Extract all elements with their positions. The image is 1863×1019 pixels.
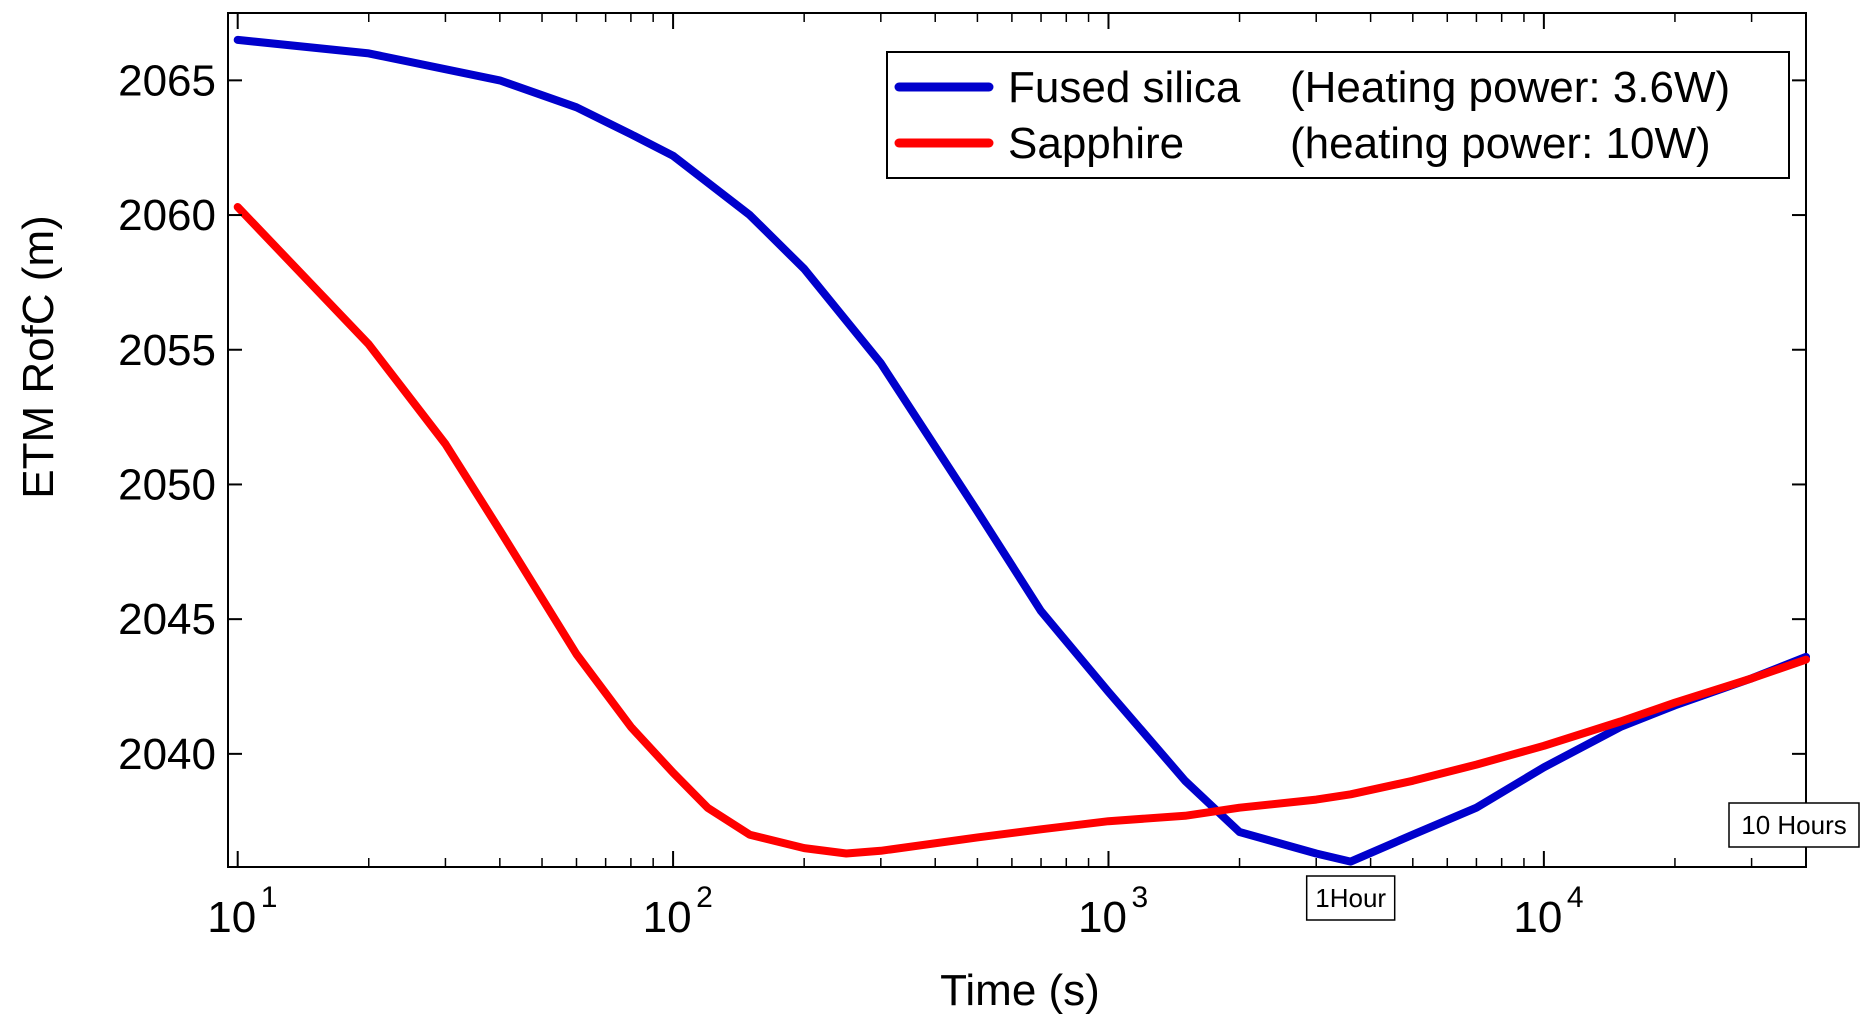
legend-box [886, 51, 1790, 179]
y-tick-label: 2060 [118, 191, 216, 240]
y-tick-label: 2050 [118, 460, 216, 509]
y-tick-label: 2045 [118, 595, 216, 644]
series-layer [233, 35, 1810, 866]
legend-note-sapphire: (heating power: 10W) [1290, 119, 1711, 168]
legend: Fused silica (Heating power: 3.6W) Sapph… [886, 51, 1790, 179]
series-line-fused-silica [233, 35, 1810, 866]
series-line-sapphire [233, 203, 1810, 858]
x-axis: 10 1 10 2 10 3 10 4 [207, 13, 1807, 942]
x-tick-label: 10 [207, 893, 256, 942]
y-axis: 2040 2045 2050 2055 2060 2065 [118, 56, 1806, 779]
x-tick-label-exponent: 4 [1567, 881, 1584, 914]
x-tick-label: 10 [643, 893, 692, 942]
annotation-box-10hours [1728, 802, 1860, 848]
y-tick-label: 2040 [118, 730, 216, 779]
annotation-label-10hours: 10 Hours [1741, 810, 1847, 840]
x-tick-label-exponent: 1 [261, 881, 278, 914]
annotations: 1Hour 10 Hours [1305, 802, 1860, 921]
legend-note-fused-silica: (Heating power: 3.6W) [1290, 63, 1730, 112]
y-axis-label: ETM RofC (m) [14, 215, 63, 499]
annotation-label-1hour: 1Hour [1315, 883, 1386, 913]
legend-label-sapphire: Sapphire [1008, 119, 1184, 168]
x-tick-label-exponent: 3 [1131, 881, 1148, 914]
y-tick-label: 2065 [118, 56, 216, 105]
annotation-box-1hour [1305, 875, 1396, 921]
x-axis-label: Time (s) [940, 966, 1100, 1015]
y-tick-label: 2055 [118, 326, 216, 375]
x-tick-label: 10 [1513, 893, 1562, 942]
x-tick-label-exponent: 2 [696, 881, 713, 914]
x-tick-label: 10 [1078, 893, 1127, 942]
legend-label-fused-silica: Fused silica [1008, 63, 1241, 112]
